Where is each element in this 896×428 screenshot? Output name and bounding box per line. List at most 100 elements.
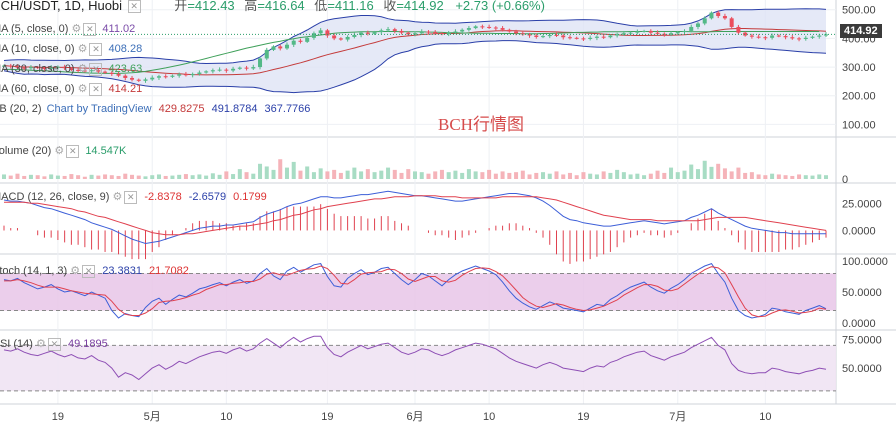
volume-bar — [574, 175, 579, 179]
candle-body — [675, 32, 680, 34]
candle-body — [608, 35, 613, 38]
volume-bar — [103, 174, 108, 179]
close-icon[interactable]: ✕ — [89, 62, 103, 76]
hide-indicator-icon[interactable]: ✕ — [127, 0, 141, 14]
volume-bar — [817, 174, 822, 179]
ma60-value: 414.21 — [108, 83, 143, 95]
volume-bar — [251, 173, 256, 179]
gear-icon[interactable]: ⚙ — [77, 82, 88, 95]
close-icon[interactable]: ✕ — [82, 264, 96, 278]
candle-body — [716, 12, 721, 17]
volume-bar — [76, 175, 81, 179]
ma30-legend[interactable]: MA (30, close, 0) ⚙ ✕ 423.63 — [0, 62, 142, 76]
ma5-legend[interactable]: MA (5, close, 0) ⚙✕ 411.02 — [0, 22, 135, 36]
candle-body — [642, 30, 647, 32]
volume-bar — [493, 173, 498, 179]
gear-icon[interactable]: ⚙ — [54, 144, 65, 157]
candle-body — [473, 26, 478, 29]
candle-body — [89, 70, 94, 72]
candle-body — [204, 71, 209, 73]
volume-bar — [190, 175, 195, 179]
candle-body — [359, 32, 364, 35]
volume-axis-tick: 0 — [842, 174, 848, 186]
volume-bar — [695, 169, 700, 179]
volume-bar — [345, 170, 350, 179]
volume-legend[interactable]: Volume (20) ⚙✕ 14.547K — [0, 144, 126, 158]
close-icon[interactable]: ✕ — [89, 42, 103, 56]
candle-body — [372, 32, 377, 34]
candle-body — [116, 73, 121, 76]
candle-body — [305, 37, 310, 42]
volume-bar — [359, 171, 364, 179]
candle-body — [554, 34, 559, 36]
candle-body — [163, 76, 168, 78]
candle-body — [574, 37, 579, 39]
ma10-legend[interactable]: MA (10, close, 0) ⚙ ✕ 408.28 — [0, 42, 142, 56]
volume-bar — [62, 175, 67, 179]
close-icon[interactable]: ✕ — [83, 22, 97, 36]
stoch-legend[interactable]: Stoch (14, 1, 3) ⚙✕ 23.3831 21.7082 — [0, 264, 189, 278]
gear-icon[interactable]: ⚙ — [70, 264, 81, 277]
candle-body — [453, 31, 458, 33]
gear-icon[interactable]: ⚙ — [71, 22, 82, 35]
close-icon[interactable]: ✕ — [66, 144, 80, 158]
candle-body — [156, 76, 161, 78]
ohlc-low-value: =411.16 — [327, 0, 374, 13]
candle-body — [527, 34, 532, 36]
time-axis-tick: 10 — [220, 411, 232, 423]
gear-icon[interactable]: ⚙ — [77, 42, 88, 55]
current-price-tag: 414.92 — [840, 24, 882, 38]
candle-body — [743, 32, 748, 36]
candle-body — [534, 35, 539, 37]
rsi-value: 49.1895 — [67, 338, 108, 350]
volume-bar — [325, 171, 330, 179]
volume-bar — [635, 173, 640, 179]
candle-body — [352, 34, 357, 37]
candle-body — [514, 31, 519, 34]
time-axis-tick: 10 — [759, 411, 771, 423]
volume-bar — [736, 167, 741, 179]
candle-body — [567, 37, 572, 39]
ma60-legend[interactable]: MA (60, close, 0) ⚙ ✕ 414.21 — [0, 82, 142, 96]
candle-body — [810, 36, 815, 38]
volume-bar — [480, 172, 485, 179]
volume-bar — [534, 172, 539, 179]
ohlc-high-value: =416.64 — [257, 0, 305, 13]
ma5-value: 411.02 — [102, 23, 136, 35]
volume-bar — [662, 172, 667, 179]
volume-bar — [123, 173, 128, 179]
candle-body — [547, 34, 552, 37]
volume-bar — [783, 175, 788, 179]
gear-icon[interactable]: ⚙ — [77, 62, 88, 75]
candle-body — [439, 33, 444, 35]
close-icon[interactable]: ✕ — [47, 337, 61, 351]
bb-legend[interactable]: BB (20, 2) Chart by TradingView 429.8275… — [0, 102, 310, 116]
close-icon[interactable]: ✕ — [89, 82, 103, 96]
candle-body — [284, 44, 289, 49]
volume-bar — [594, 174, 599, 179]
volume-bar — [379, 170, 384, 179]
bollinger-fill — [4, 8, 826, 93]
candle-body — [177, 74, 182, 76]
macd-legend[interactable]: MACD (12, 26, close, 9) ⚙ ✕ -2.8378 -2.65… — [0, 190, 267, 204]
gear-icon[interactable]: ⚙ — [112, 190, 123, 203]
volume-bar — [608, 172, 613, 179]
rsi-legend[interactable]: RSI (14) ⚙✕ 49.1895 — [0, 337, 108, 351]
candle-body — [406, 32, 411, 35]
volume-bar — [1, 174, 7, 179]
candle-body — [466, 28, 471, 30]
candle-body — [594, 36, 599, 38]
volume-bar — [716, 163, 721, 179]
candle-body — [291, 40, 296, 45]
close-icon[interactable]: ✕ — [124, 190, 138, 204]
candle-body — [379, 30, 384, 33]
bb-lower-value: 367.7766 — [264, 103, 311, 115]
volume-bar — [231, 174, 236, 179]
candle-body — [183, 74, 188, 76]
candle-body — [648, 30, 653, 33]
candle-body — [709, 12, 714, 19]
candle-body — [69, 68, 74, 70]
gear-icon[interactable]: ⚙ — [36, 337, 46, 350]
candle-body — [729, 18, 734, 27]
